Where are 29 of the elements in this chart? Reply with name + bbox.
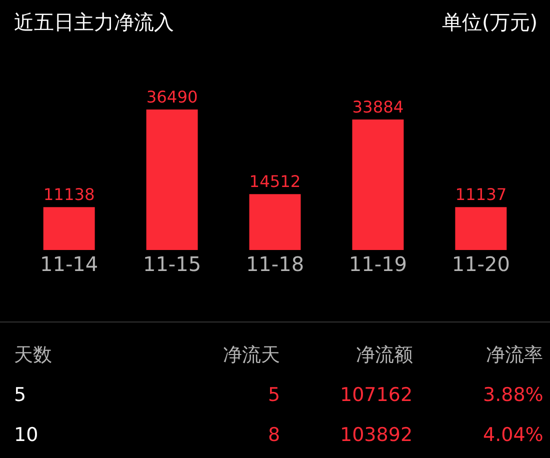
chart-subtitle: 单位(万元) <box>442 10 538 34</box>
text: 5 <box>14 384 26 406</box>
x-tick-label: 11-18 <box>246 252 304 276</box>
bar <box>249 194 301 250</box>
x-tick-label: 11-19 <box>348 252 408 276</box>
text: 3.88% <box>483 384 544 406</box>
text: 103892 <box>340 424 413 446</box>
text: 4.04% <box>483 424 544 446</box>
text: 净流率 <box>486 344 543 366</box>
bar <box>146 110 198 250</box>
data-label: 14512 <box>249 172 301 192</box>
data-label: 11138 <box>43 185 95 204</box>
text: 净流额 <box>356 344 413 366</box>
text: 10 <box>14 424 38 446</box>
bar <box>455 207 507 250</box>
data-label: 33884 <box>352 97 404 116</box>
x-tick-label: 11-14 <box>40 252 98 276</box>
bar <box>43 207 95 250</box>
text: 8 <box>268 424 280 446</box>
text: 5 <box>268 384 280 406</box>
text: 107162 <box>340 384 413 406</box>
text: 天数 <box>14 344 52 366</box>
data-label: 11137 <box>455 185 507 204</box>
bar <box>352 120 404 250</box>
data-label: 36490 <box>146 87 198 106</box>
text: 净流天 <box>223 344 280 366</box>
chart-title: 近五日主力净流入 <box>14 10 174 34</box>
x-tick-label: 11-20 <box>452 252 510 276</box>
x-tick-label: 11-15 <box>142 252 202 276</box>
